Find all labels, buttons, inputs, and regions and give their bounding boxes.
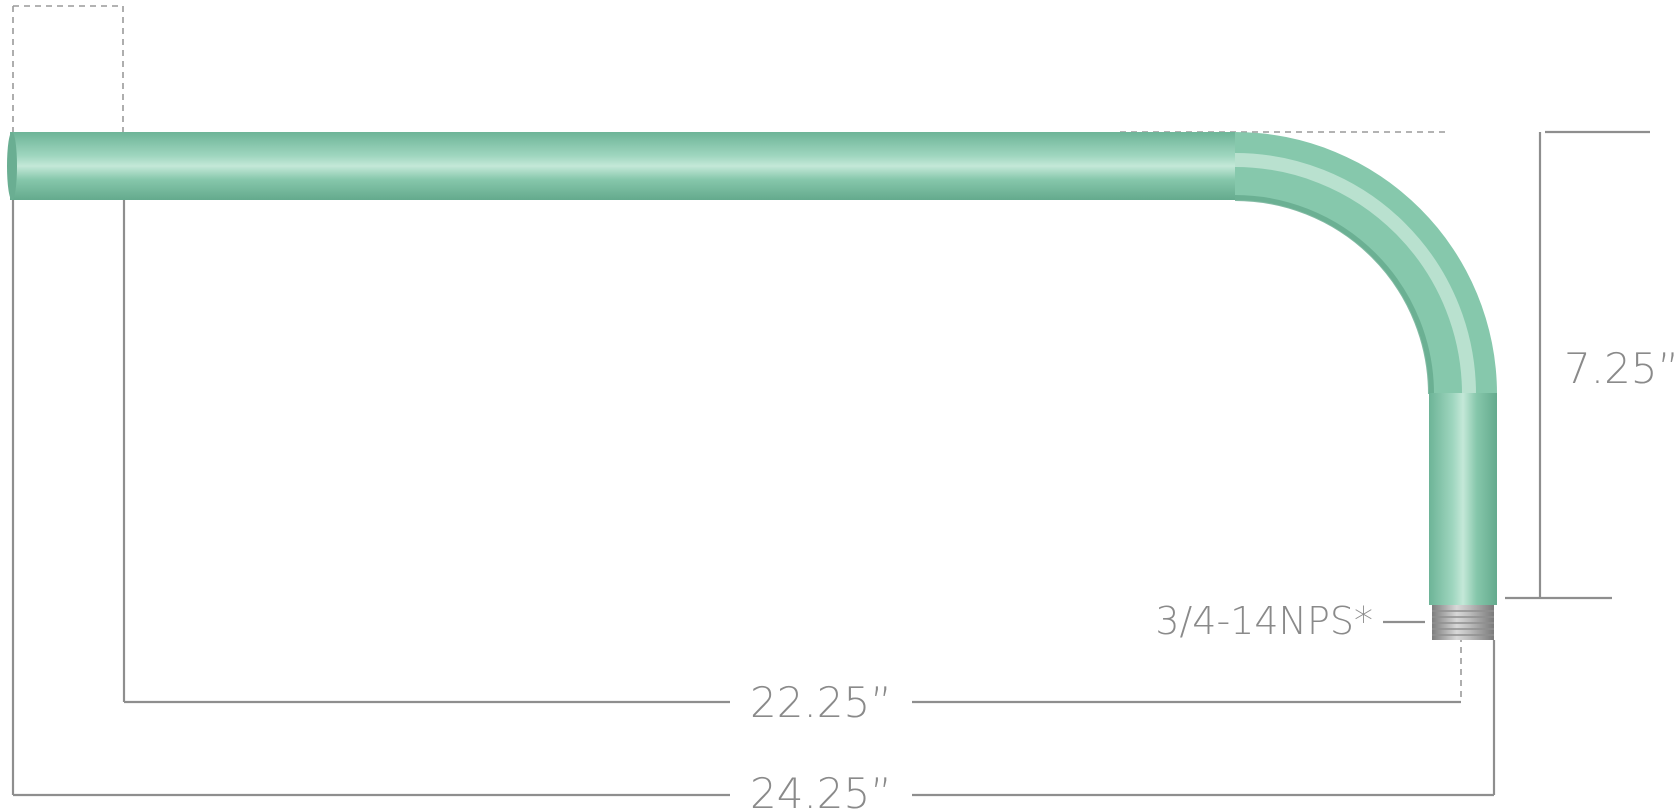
thread-size-label: 3/4-14NPS* — [1155, 599, 1373, 643]
overall-length-label: 24.25” — [750, 769, 892, 809]
threaded-fitting — [1432, 605, 1494, 640]
reference-dashes — [12, 5, 1462, 700]
left-end-dash-box — [12, 5, 124, 160]
overall-length-dimension: 24.25” — [11, 200, 1496, 809]
pipe-horizontal-section — [10, 132, 1235, 200]
height-dimension: 7.25” — [1505, 130, 1679, 600]
pipe-bend-section — [1235, 132, 1497, 394]
thread-callout: 3/4-14NPS* — [1155, 599, 1425, 643]
height-dimension-label: 7.25” — [1564, 344, 1679, 393]
inner-length-label: 22.25” — [750, 678, 892, 727]
pipe-left-end — [7, 132, 17, 200]
shower-arm-pipe — [7, 132, 1497, 640]
pipe-bend-shadow — [1234, 195, 1434, 395]
pipe-bend-highlight — [1234, 153, 1476, 395]
pipe-vertical-section — [1429, 393, 1497, 605]
inner-length-dimension: 22.25” — [122, 200, 1461, 727]
